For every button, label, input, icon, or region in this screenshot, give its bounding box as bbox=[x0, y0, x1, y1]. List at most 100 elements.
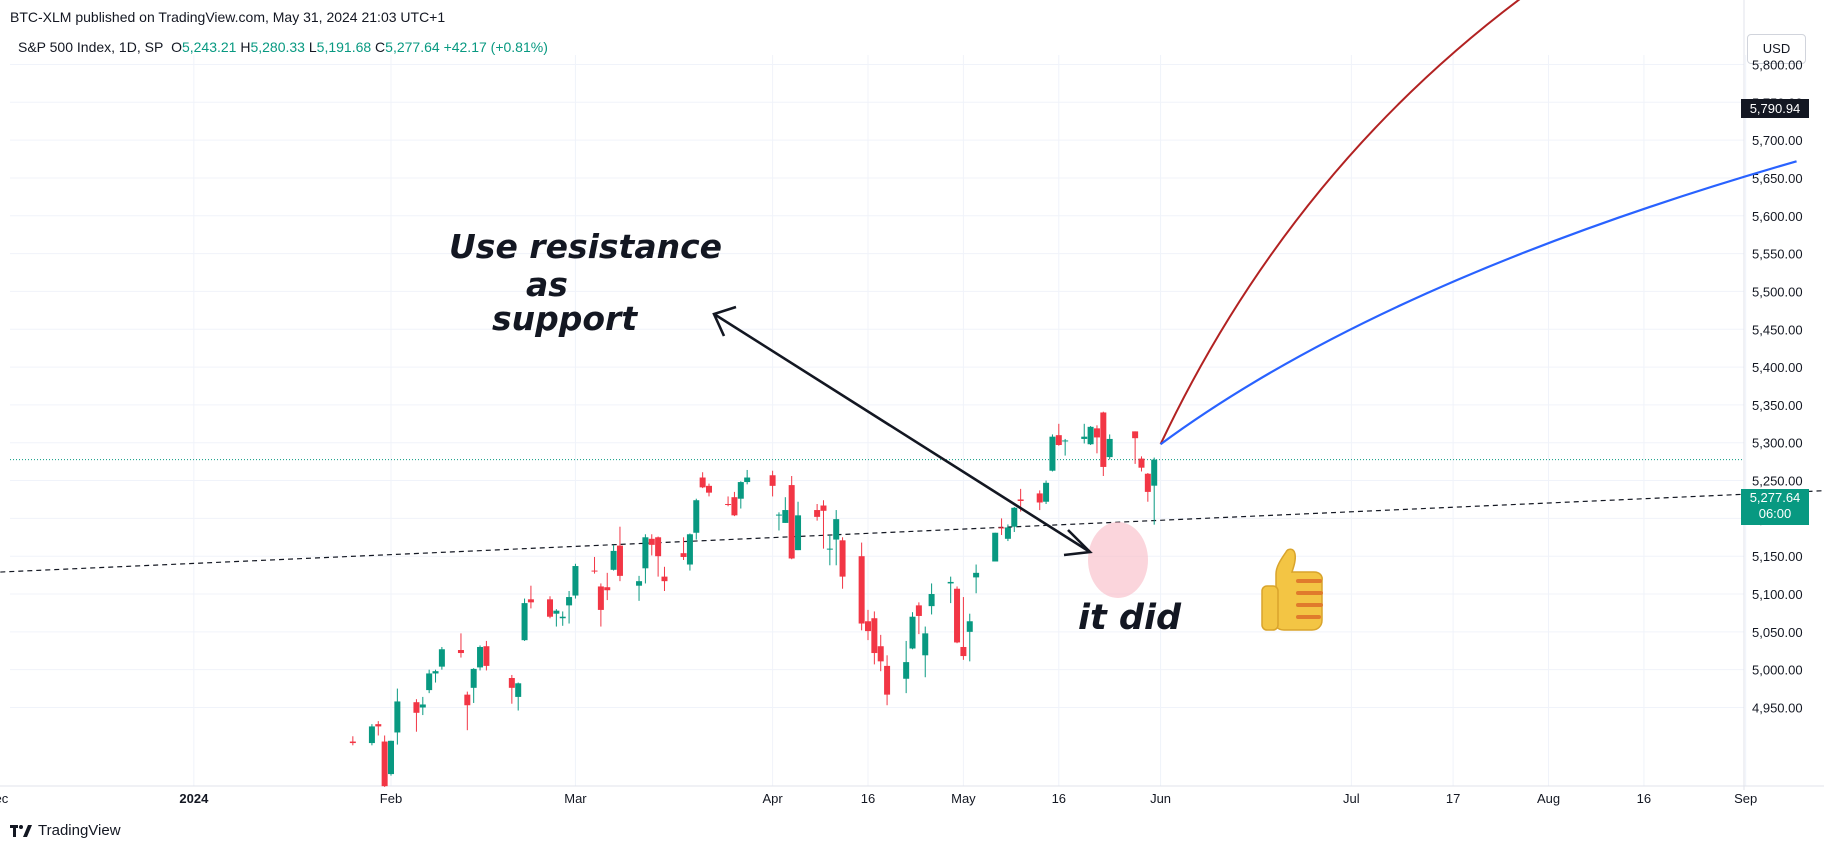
projection-curve-blue[interactable] bbox=[1159, 160, 1797, 446]
candle[interactable] bbox=[547, 596, 553, 619]
candle[interactable] bbox=[508, 674, 515, 704]
candle[interactable] bbox=[566, 590, 573, 624]
candle[interactable] bbox=[483, 640, 490, 671]
candle[interactable] bbox=[922, 626, 929, 678]
candle[interactable] bbox=[826, 535, 833, 566]
candle[interactable] bbox=[553, 609, 560, 627]
candle[interactable] bbox=[527, 585, 534, 609]
candle[interactable] bbox=[833, 510, 840, 566]
candle[interactable] bbox=[1043, 480, 1050, 505]
candle[interactable] bbox=[680, 537, 687, 560]
candle[interactable] bbox=[419, 696, 426, 716]
candle[interactable] bbox=[947, 576, 954, 604]
candle[interactable] bbox=[915, 602, 922, 635]
candle[interactable] bbox=[1062, 438, 1069, 456]
candle[interactable] bbox=[1093, 425, 1100, 454]
candle[interactable] bbox=[432, 669, 439, 683]
candle[interactable] bbox=[998, 518, 1005, 536]
candle[interactable] bbox=[693, 498, 700, 540]
candle[interactable] bbox=[788, 476, 795, 560]
candle[interactable] bbox=[954, 586, 961, 644]
candle[interactable] bbox=[1004, 524, 1011, 542]
candle[interactable] bbox=[820, 500, 827, 549]
candle[interactable] bbox=[388, 740, 394, 776]
candle[interactable] bbox=[610, 544, 617, 571]
candle[interactable] bbox=[877, 634, 884, 672]
candle[interactable] bbox=[515, 682, 522, 711]
candle[interactable] bbox=[1087, 426, 1094, 445]
projection-curve-red[interactable] bbox=[1159, 0, 1555, 445]
candle[interactable] bbox=[1055, 423, 1062, 446]
candle[interactable] bbox=[1011, 507, 1018, 532]
candle[interactable] bbox=[572, 563, 579, 599]
candle[interactable] bbox=[636, 575, 643, 601]
candle[interactable] bbox=[1144, 472, 1151, 502]
candle[interactable] bbox=[865, 609, 871, 641]
candle[interactable] bbox=[858, 542, 865, 631]
annotation-arrow[interactable] bbox=[712, 305, 1093, 557]
candle[interactable] bbox=[604, 572, 611, 601]
candle[interactable] bbox=[686, 533, 693, 571]
candle[interactable] bbox=[1132, 431, 1139, 464]
candle[interactable] bbox=[769, 470, 776, 497]
candle[interactable] bbox=[960, 597, 967, 660]
annotation-text-line3[interactable]: support bbox=[492, 299, 638, 338]
support-trendline[interactable] bbox=[0, 490, 1824, 573]
candle[interactable] bbox=[648, 534, 655, 556]
annotation-it-did[interactable]: it did bbox=[1078, 598, 1182, 638]
candle[interactable] bbox=[375, 721, 382, 736]
annotation-text-line2[interactable]: as bbox=[526, 265, 568, 304]
candle[interactable] bbox=[839, 537, 846, 589]
candle[interactable] bbox=[426, 669, 433, 694]
candle[interactable] bbox=[457, 633, 464, 658]
candle[interactable] bbox=[884, 655, 891, 706]
candle[interactable] bbox=[699, 472, 706, 489]
candle[interactable] bbox=[725, 496, 732, 507]
candle[interactable] bbox=[349, 736, 356, 746]
candle[interactable] bbox=[737, 481, 744, 509]
candle[interactable] bbox=[642, 534, 649, 584]
candle[interactable] bbox=[591, 556, 598, 574]
annotation-text-line1[interactable]: Use resistance bbox=[449, 227, 722, 266]
candle[interactable] bbox=[903, 640, 910, 694]
candle[interactable] bbox=[795, 501, 802, 551]
candle[interactable] bbox=[438, 646, 445, 670]
candle[interactable] bbox=[521, 598, 528, 641]
candle[interactable] bbox=[464, 691, 471, 731]
candle[interactable] bbox=[470, 668, 477, 703]
candle[interactable] bbox=[655, 536, 662, 577]
candle[interactable] bbox=[559, 611, 566, 626]
candle[interactable] bbox=[1100, 411, 1107, 477]
candle[interactable] bbox=[973, 564, 980, 594]
currency-button[interactable]: USD bbox=[1747, 34, 1806, 64]
candle[interactable] bbox=[1106, 434, 1113, 460]
candle[interactable] bbox=[661, 566, 668, 591]
tradingview-footer[interactable]: TradingView bbox=[10, 822, 121, 839]
candle[interactable] bbox=[597, 583, 604, 627]
candle[interactable] bbox=[1081, 423, 1088, 444]
candle[interactable] bbox=[1151, 457, 1158, 525]
candle[interactable] bbox=[616, 526, 623, 582]
candle[interactable] bbox=[706, 483, 712, 497]
candle[interactable] bbox=[909, 612, 916, 650]
thumbs-up-icon[interactable] bbox=[1261, 548, 1323, 631]
highlight-circle[interactable] bbox=[1088, 522, 1148, 598]
candle[interactable] bbox=[744, 469, 751, 485]
candle[interactable] bbox=[871, 611, 878, 665]
candle[interactable] bbox=[368, 724, 375, 746]
candle[interactable] bbox=[381, 735, 388, 787]
candle[interactable] bbox=[928, 583, 935, 615]
candle[interactable] bbox=[782, 497, 789, 523]
candle[interactable] bbox=[477, 645, 484, 671]
candle[interactable] bbox=[394, 688, 401, 745]
candle[interactable] bbox=[1138, 456, 1145, 472]
candle[interactable] bbox=[1049, 434, 1056, 472]
candle[interactable] bbox=[992, 532, 999, 562]
candle[interactable] bbox=[731, 491, 738, 517]
candle[interactable] bbox=[775, 512, 782, 531]
candle[interactable] bbox=[413, 699, 420, 732]
candle[interactable] bbox=[966, 613, 973, 662]
candle[interactable] bbox=[814, 504, 821, 521]
candle[interactable] bbox=[1036, 490, 1043, 511]
